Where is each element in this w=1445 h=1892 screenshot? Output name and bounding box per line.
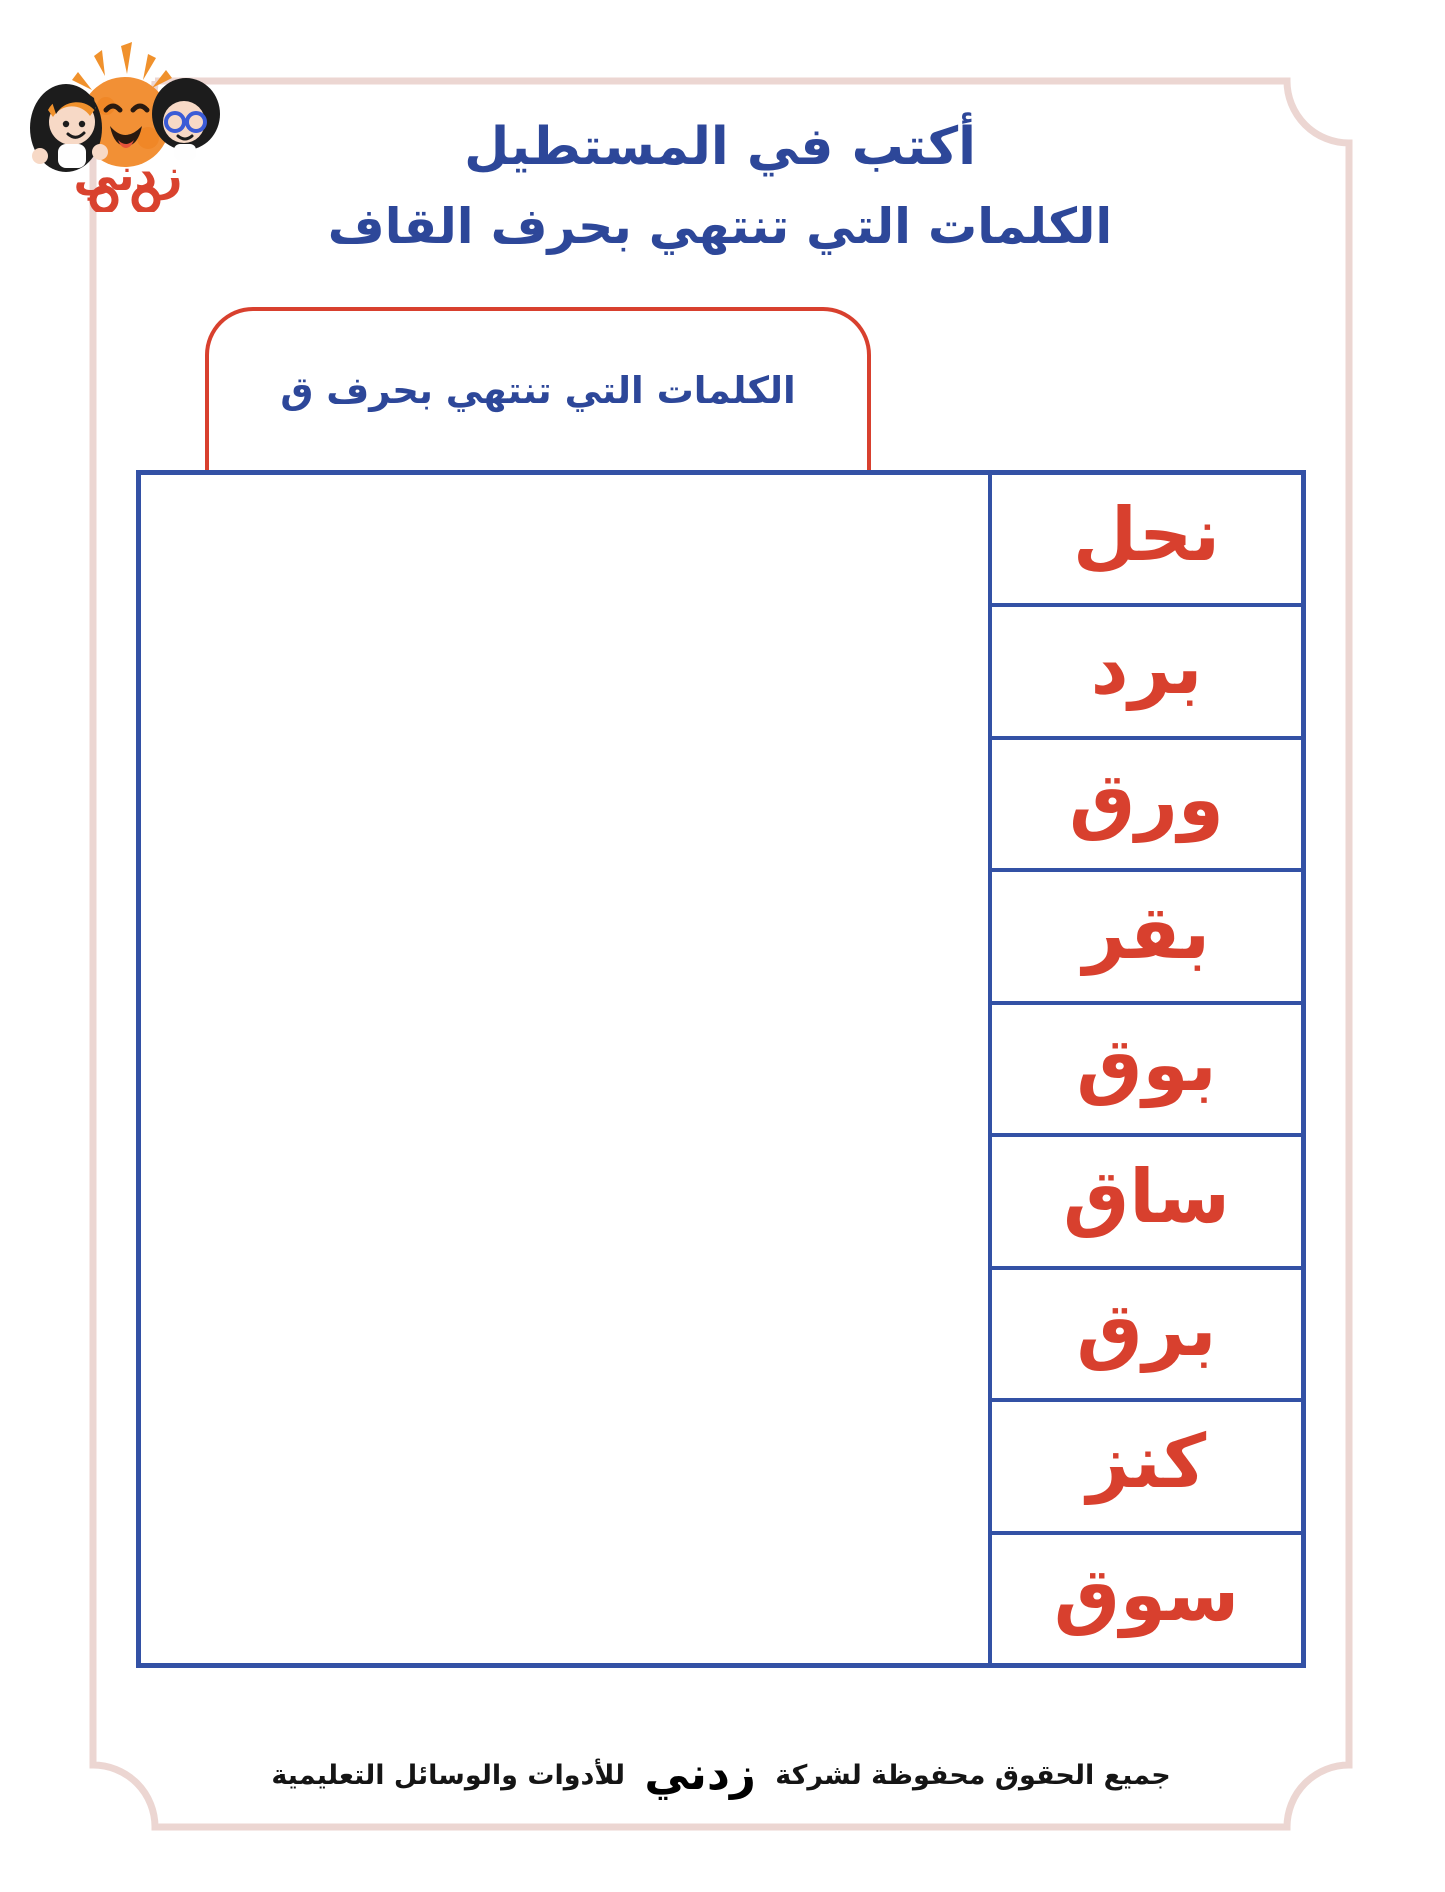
word-bank-column: نحل برد ورق بقر بوق ساق برق كنز سوق [988, 475, 1301, 1663]
title-line-2: الكلمات التي تنتهي بحرف القاف [327, 198, 1113, 256]
zidni-logo: زدني [30, 42, 220, 212]
word-cell: سوق [1053, 1551, 1240, 1638]
word-cell: بقر [992, 872, 1301, 1005]
word-cell: ورق [992, 740, 1301, 873]
category-label-tab: الكلمات التي تنتهي بحرف ق [205, 307, 871, 470]
writing-area[interactable] [141, 475, 988, 1663]
sun-rays-icon [72, 42, 172, 90]
worksheet-rectangle: نحل برد ورق بقر بوق ساق برق كنز سوق [136, 470, 1306, 1668]
copyright-footer: جميع الحقوق محفوظة لشركة زدني للأدوات وا… [90, 1742, 1352, 1800]
title-line-1: أكتب في المستطيل [464, 117, 976, 177]
worksheet-title: أكتب في المستطيل الكلمات التي تنتهي بحرف… [150, 112, 1290, 260]
word-cell: ساق [992, 1137, 1301, 1270]
footer-prefix: جميع الحقوق محفوظة لشركة [775, 1760, 1171, 1791]
girl-character-icon [30, 84, 108, 172]
boy-character-icon [152, 78, 220, 160]
category-label-text: الكلمات التي تنتهي بحرف ق [280, 369, 796, 412]
word-cell: بوق [992, 1005, 1301, 1138]
word-cell: برد [992, 607, 1301, 740]
footer-brand: زدني [644, 1747, 756, 1800]
sun-character-icon [80, 77, 170, 167]
footer-suffix: للأدوات والوسائل التعليمية [271, 1760, 626, 1791]
word-cell: برق [992, 1270, 1301, 1403]
word-cell: كنز [992, 1402, 1301, 1535]
brand-wordmark: زدني [74, 150, 182, 212]
word-cell: نحل [992, 475, 1301, 608]
